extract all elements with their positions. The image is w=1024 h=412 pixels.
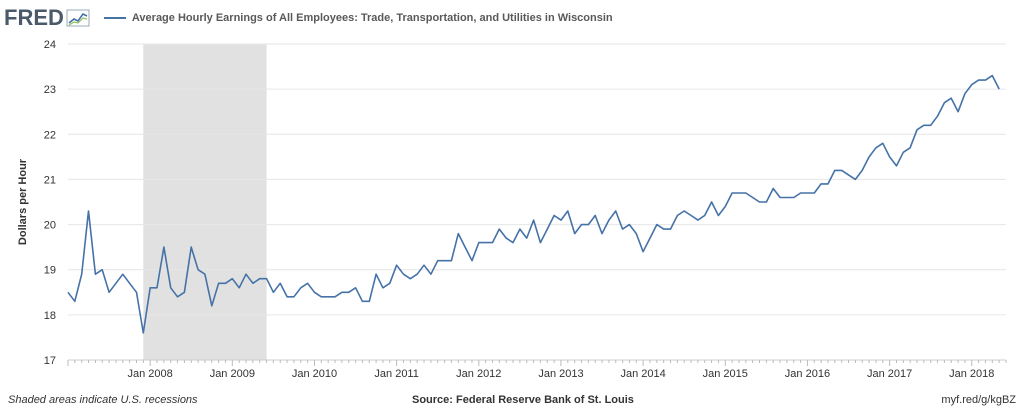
source-text: Source: Federal Reserve Bank of St. Loui… <box>412 394 634 406</box>
x-tick-label: Jan 2013 <box>538 368 583 380</box>
grid-layer <box>68 43 1006 361</box>
x-tick-label: Jan 2018 <box>949 368 994 380</box>
x-tick-label: Jan 2011 <box>374 368 418 380</box>
trend-chart-icon <box>66 9 90 27</box>
recession-layer <box>143 44 267 360</box>
x-tick-label: Jan 2017 <box>867 368 912 380</box>
chart-header: FRED Average Hourly Earnings of All Empl… <box>4 4 1014 32</box>
y-tick-label: 17 <box>44 355 56 367</box>
series-line <box>67 74 1000 334</box>
fred-logo-text: FRED <box>4 5 64 30</box>
x-tick-label: Jan 2016 <box>785 368 830 380</box>
y-tick-label: 24 <box>44 39 56 51</box>
y-tick-label: 20 <box>44 220 56 232</box>
x-tick-label: Jan 2015 <box>703 368 748 380</box>
y-tick-label: 22 <box>44 129 56 141</box>
x-tick-label: Jan 2008 <box>128 368 173 380</box>
recession-note: Shaded areas indicate U.S. recessions <box>8 394 198 406</box>
legend-line-swatch <box>103 17 126 19</box>
y-axis-label: Dollars per Hour <box>17 158 29 245</box>
short-link[interactable]: myf.red/g/kgBZ <box>941 394 1016 406</box>
y-tick-label: 23 <box>44 84 56 96</box>
recession-band <box>143 44 267 360</box>
y-tick-label: 21 <box>44 174 56 186</box>
chart-title: Average Hourly Earnings of All Employees… <box>131 12 613 24</box>
x-tick-label: Jan 2009 <box>210 368 255 380</box>
fred-logo[interactable]: FRED <box>4 5 90 31</box>
x-tick-label: Jan 2012 <box>456 368 501 380</box>
x-tick-label: Jan 2010 <box>292 368 337 380</box>
y-tick-label: 18 <box>44 310 56 322</box>
axis-layer: 17 18 19 20 21 22 23 24 Jan 2008 Jan 2009 Jan 2010… <box>44 39 1007 380</box>
chart-footer: Shaded areas indicate U.S. recessions So… <box>0 394 1024 410</box>
x-tick-label: Jan 2014 <box>620 368 665 380</box>
y-tick-label: 19 <box>44 265 56 277</box>
